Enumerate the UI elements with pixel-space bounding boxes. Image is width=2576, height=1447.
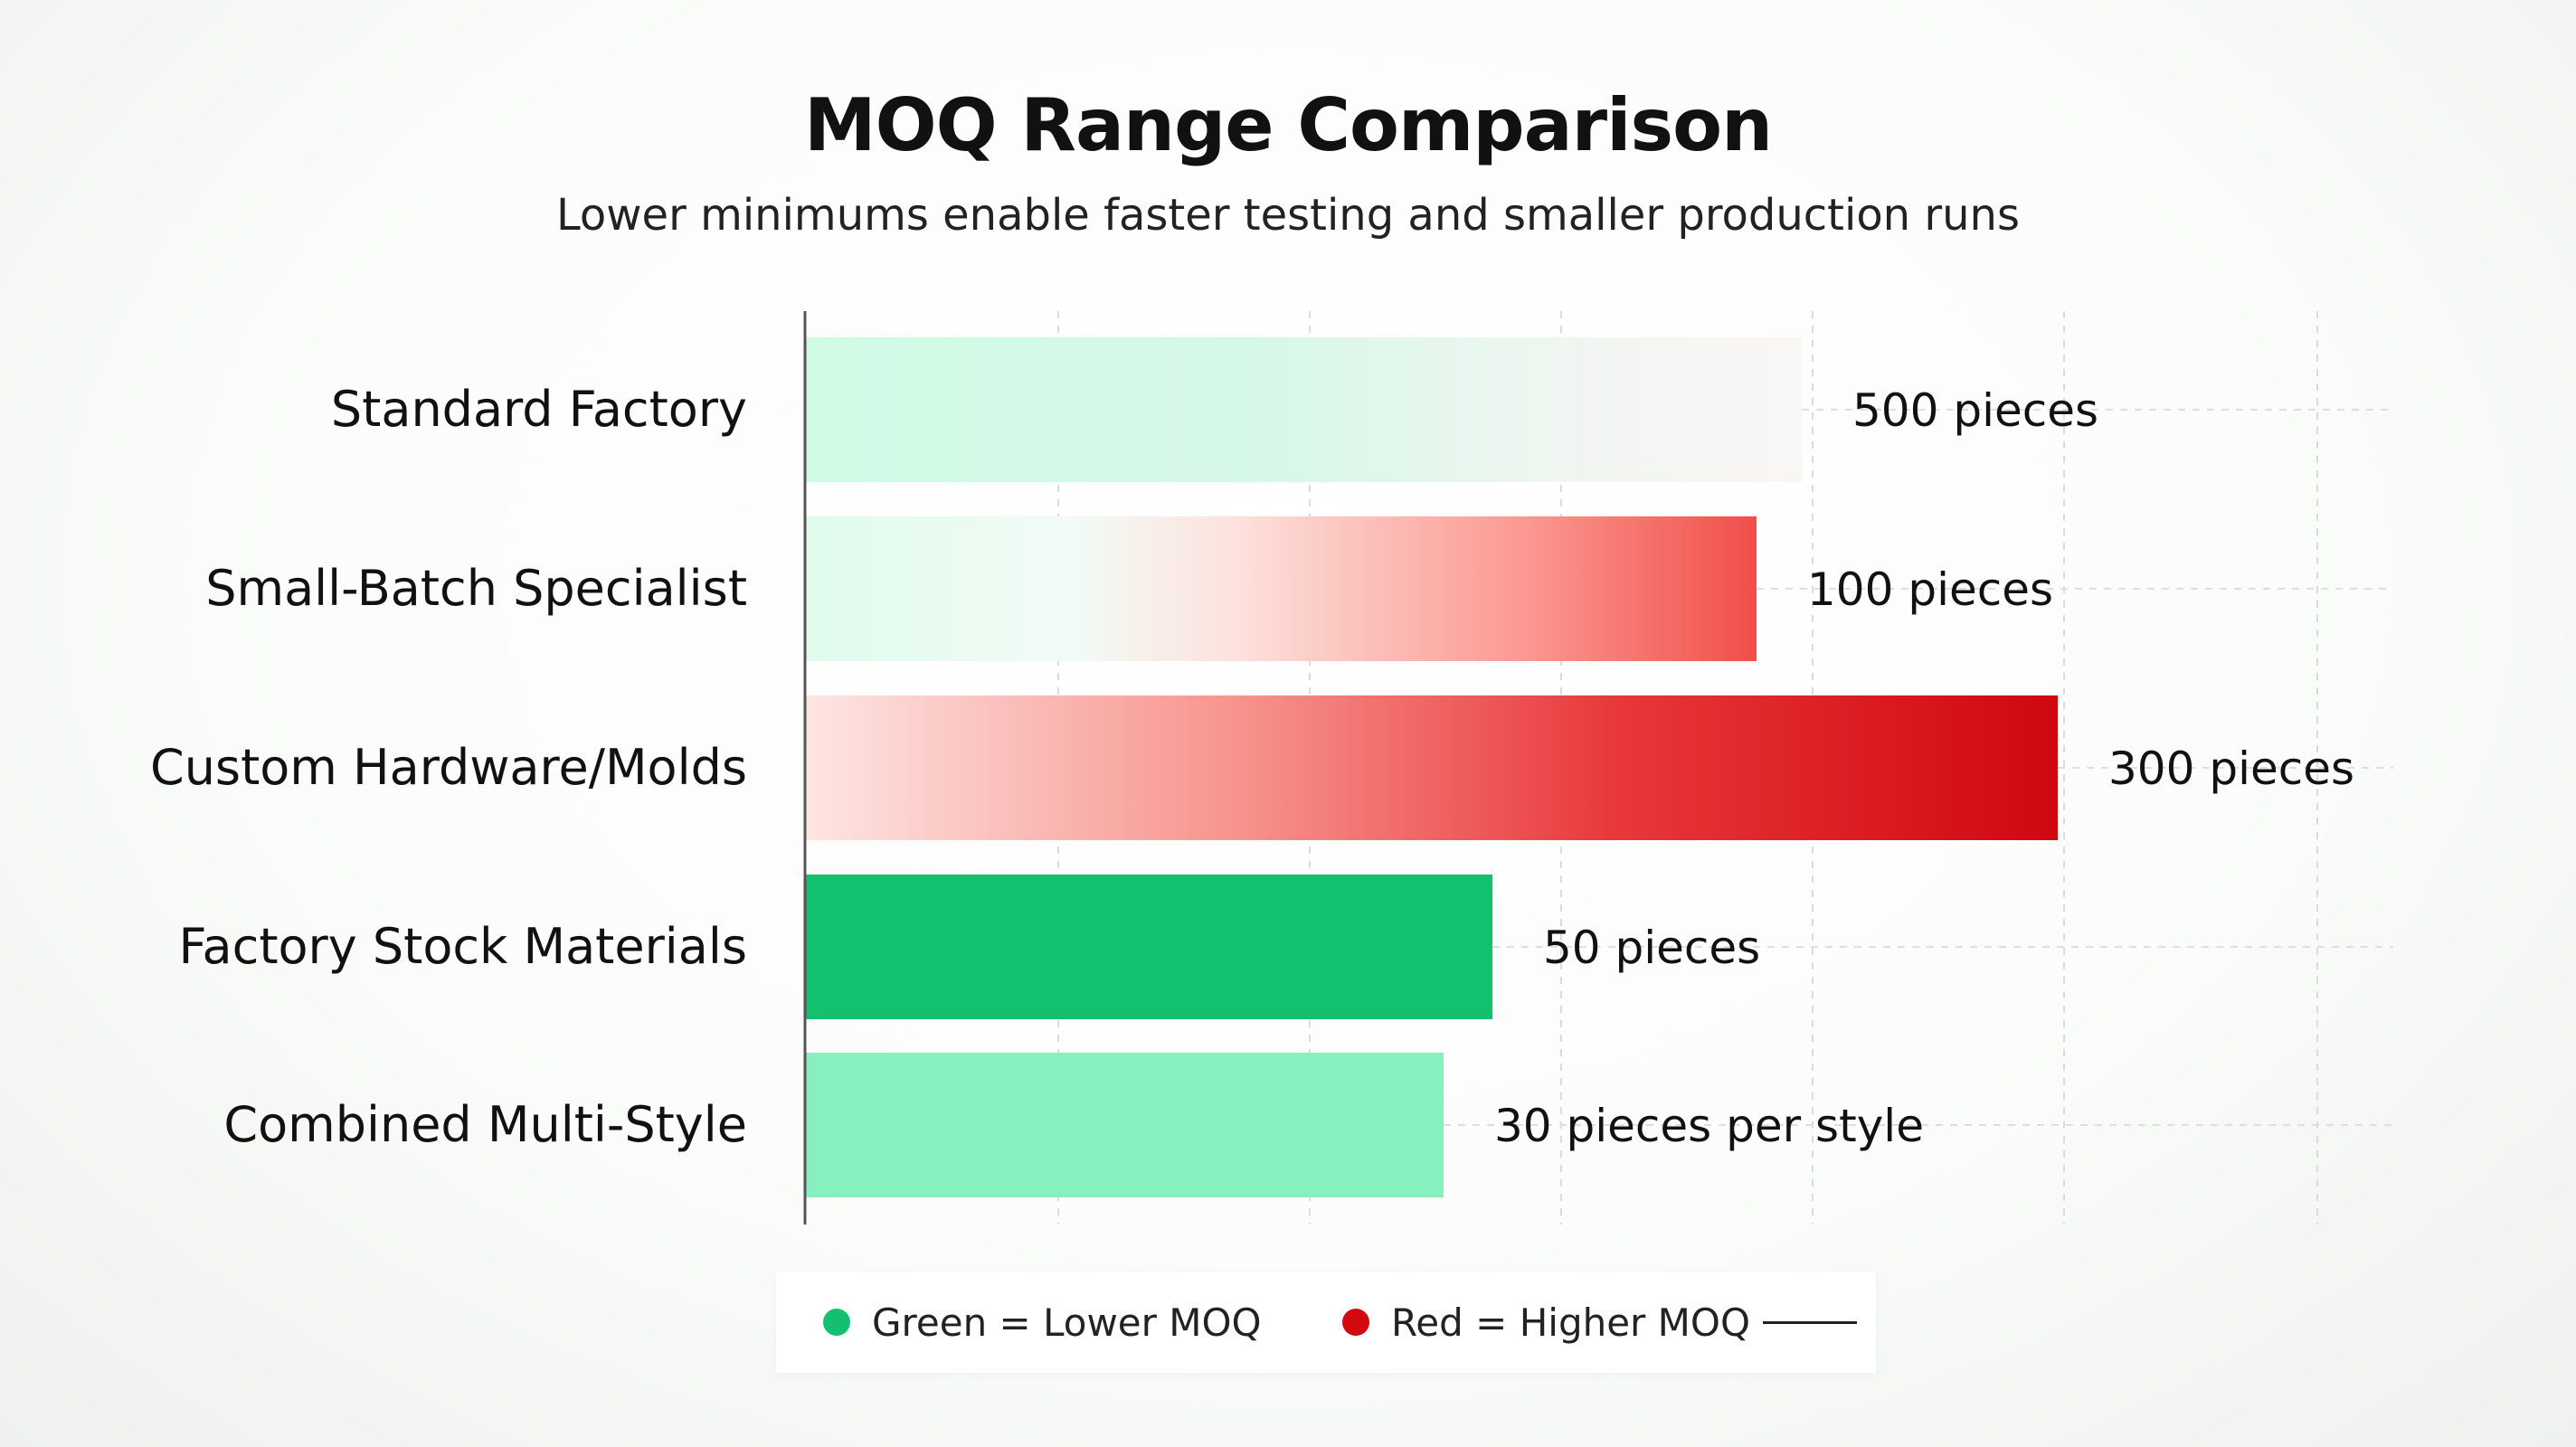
bar-2 — [805, 695, 2058, 840]
category-label-4: Combined Multi-Style — [223, 1096, 747, 1153]
legend-item-green: Green = Lower MOQ — [823, 1300, 1262, 1345]
legend-label-red: Red = Higher MOQ — [1391, 1300, 1751, 1345]
category-label-2: Custom Hardware/Molds — [150, 739, 747, 796]
bar-1 — [805, 516, 1757, 661]
category-label-0: Standard Factory — [331, 381, 747, 438]
legend: Green = Lower MOQ Red = Higher MOQ — [776, 1272, 1876, 1373]
value-label-2: 300 pieces — [2108, 742, 2354, 795]
legend-dot-red — [1342, 1309, 1369, 1336]
bar-3 — [805, 875, 1492, 1019]
legend-item-red: Red = Higher MOQ — [1342, 1300, 1858, 1345]
bar-4 — [805, 1053, 1444, 1197]
value-label-1: 100 pieces — [1807, 563, 2053, 616]
value-label-0: 500 pieces — [1852, 384, 2098, 437]
chart-title: MOQ Range Comparison — [803, 83, 1773, 167]
bars — [805, 337, 2058, 1197]
legend-label-green: Green = Lower MOQ — [872, 1300, 1262, 1345]
bar-0 — [805, 337, 1802, 482]
legend-line — [1763, 1320, 1858, 1324]
value-label-4: 30 pieces per style — [1494, 1100, 1924, 1152]
labels: Standard Factory 500 pieces Small-Batch Sp… — [150, 311, 2354, 1225]
grid-lines — [1057, 311, 2393, 1225]
category-label-1: Small-Batch Specialist — [205, 560, 747, 617]
chart-subtitle: Lower minimums enable faster testing and… — [556, 190, 2020, 241]
legend-dot-green — [823, 1309, 850, 1336]
bar-chart: Standard Factory 500 pieces Small-Batch Sp… — [150, 311, 2393, 1225]
category-label-3: Factory Stock Materials — [178, 918, 747, 975]
value-label-3: 50 pieces — [1543, 922, 1760, 974]
